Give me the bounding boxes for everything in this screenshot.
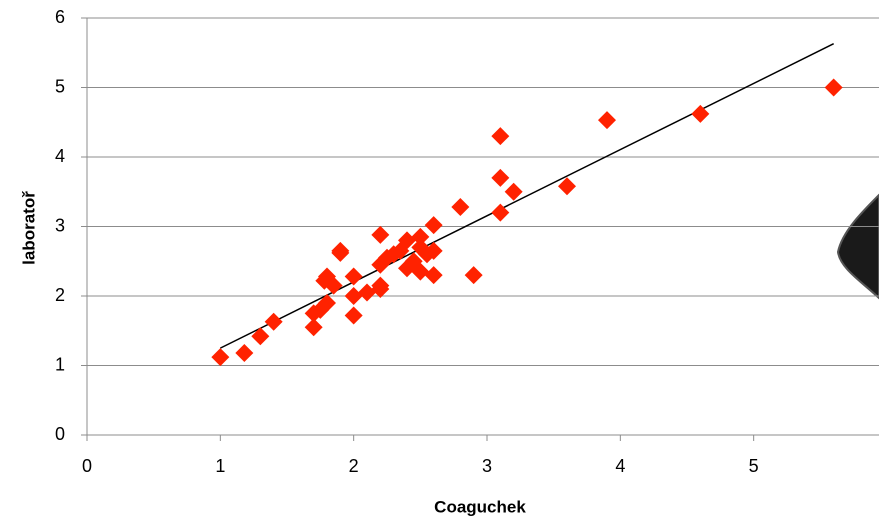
y-axis-title: laboratoř [19,191,38,265]
data-point [371,226,389,244]
device-edge [838,195,879,298]
data-point [235,344,253,362]
data-point [451,198,469,216]
y-tick-label: 0 [55,424,65,444]
data-point [331,242,349,260]
data-point [425,216,443,234]
data-point [251,327,269,345]
x-tick-label: 3 [482,456,492,476]
x-tick-label: 1 [215,456,225,476]
data-point [598,111,616,129]
x-axis-title: Coaguchek [434,497,526,516]
data-point [411,228,429,246]
data-point [211,348,229,366]
x-tick-label: 5 [749,456,759,476]
chart: Coaguchek laboratoř 0 1 2 3 4 5 6 0 1 2 3 4 5 [0,0,879,520]
data-point [465,266,483,284]
data-point [825,79,843,97]
y-tick-label: 6 [55,7,65,27]
y-tick-label: 5 [55,76,65,96]
data-point [491,169,509,187]
data-point [491,127,509,145]
x-tick-label: 4 [615,456,625,476]
data-point [425,266,443,284]
y-tick-label: 1 [55,354,65,374]
y-tick-label: 4 [55,146,65,166]
y-tick-label: 3 [55,215,65,235]
y-tick-label: 2 [55,285,65,305]
data-point [265,313,283,331]
data-point [505,183,523,201]
x-tick-label: 2 [349,456,359,476]
trendline [220,44,833,348]
data-point [345,268,363,286]
data-point [691,105,709,123]
data-point [345,306,363,324]
x-tick-label: 0 [82,456,92,476]
data-point [345,287,363,305]
